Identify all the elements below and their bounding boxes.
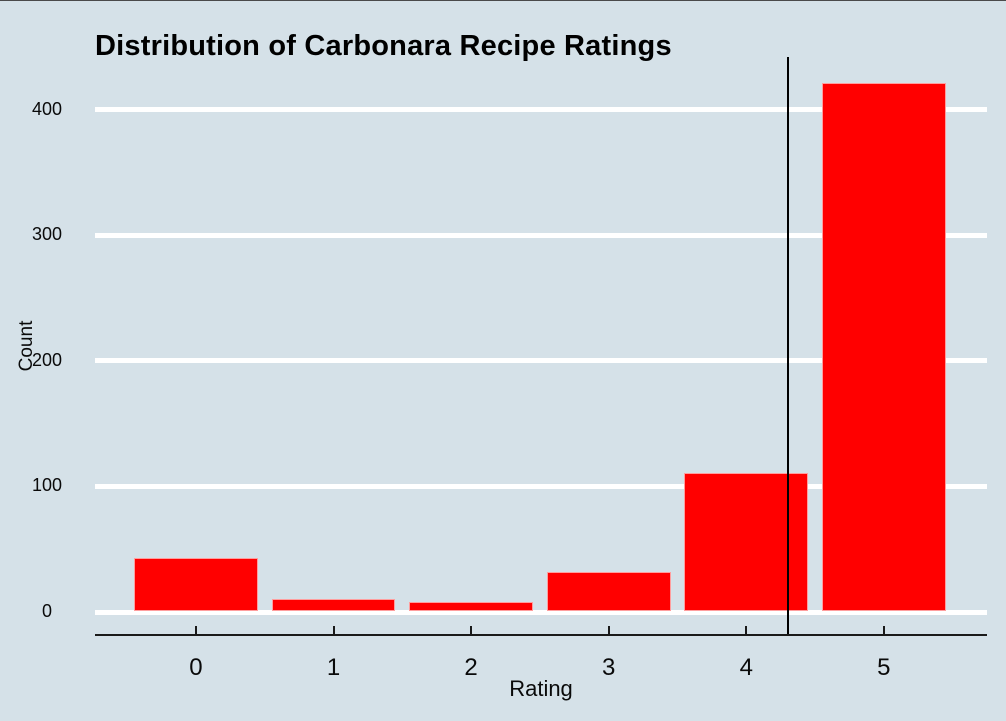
x-tick-2	[470, 626, 473, 634]
y-tick-label-400: 400	[31, 98, 63, 119]
bar-rating-5	[821, 83, 946, 612]
x-tick-label-5: 5	[877, 654, 891, 681]
x-tick-3	[607, 626, 610, 634]
bar-rating-4	[684, 472, 809, 612]
y-tick-label-0: 0	[41, 601, 52, 622]
y-tick-label-300: 300	[31, 224, 63, 245]
y-tick-label-200: 200	[31, 349, 63, 370]
bar-rating-2	[409, 602, 533, 612]
x-tick-label-2: 2	[464, 654, 478, 681]
bar-rating-0	[134, 558, 258, 612]
x-tick-label-0: 0	[189, 654, 203, 681]
x-tick-label-1: 1	[326, 654, 341, 681]
chart-title: Distribution of Carbonara Recipe Ratings	[95, 30, 672, 62]
y-gridline-100	[95, 483, 987, 489]
y-gridline-200	[95, 358, 987, 364]
x-tick-5	[882, 626, 885, 634]
mean-line	[786, 57, 789, 635]
top-border	[0, 0, 1006, 1]
x-tick-0	[194, 626, 197, 634]
x-tick-1	[332, 626, 335, 634]
x-axis-label: Rating	[509, 676, 573, 701]
bar-rating-1	[271, 598, 396, 612]
y-gridline-0	[95, 609, 987, 615]
x-tick-4	[745, 626, 748, 634]
x-tick-label-3: 3	[601, 654, 616, 681]
y-tick-label-100: 100	[31, 475, 63, 496]
y-gridline-400	[95, 107, 987, 113]
x-axis-line	[95, 634, 987, 636]
y-gridline-300	[95, 232, 987, 238]
bar-rating-3	[546, 572, 671, 612]
x-tick-label-4: 4	[739, 654, 753, 681]
